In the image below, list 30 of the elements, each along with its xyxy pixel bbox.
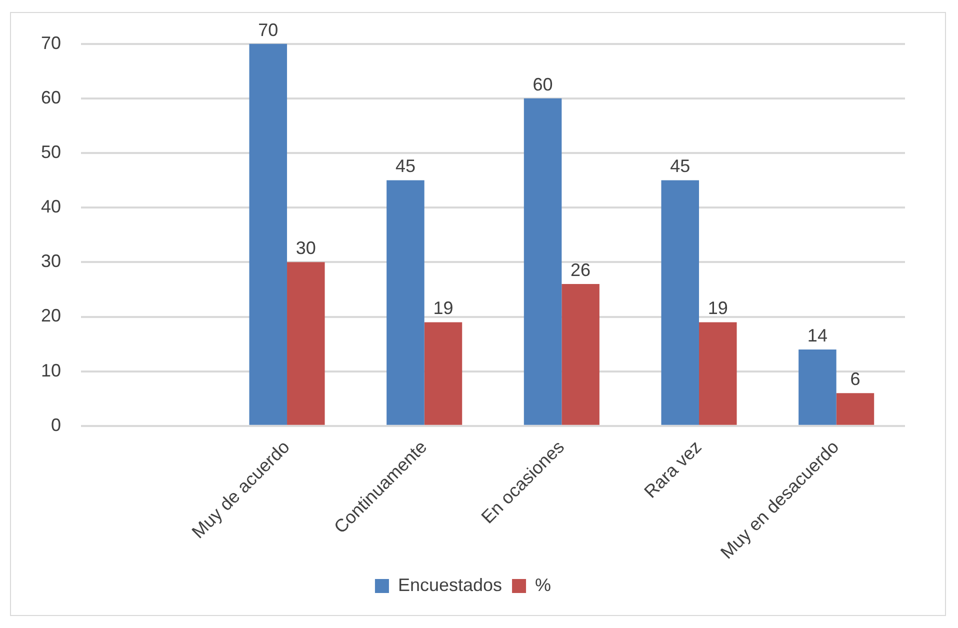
- y-tick-label: 40: [40, 196, 62, 217]
- y-tick-label: 70: [40, 32, 62, 53]
- legend-label: %: [535, 574, 552, 595]
- data-label: 45: [395, 156, 416, 176]
- bar: [524, 98, 562, 425]
- data-label: 14: [807, 325, 828, 346]
- y-tick-label: 30: [40, 251, 62, 272]
- bar: [386, 180, 424, 425]
- y-tick-label: 50: [40, 142, 62, 162]
- data-label: 45: [670, 156, 690, 176]
- y-tick-label: 10: [40, 360, 62, 380]
- y-tick-label: 20: [40, 306, 62, 326]
- data-label: 70: [258, 20, 278, 40]
- bar: [661, 180, 700, 425]
- data-label: 19: [433, 298, 454, 318]
- data-label: 6: [850, 369, 860, 390]
- bar: [798, 350, 836, 425]
- data-label: 26: [570, 260, 591, 280]
- data-label: 60: [532, 74, 553, 94]
- bar: [699, 322, 737, 425]
- data-label: 30: [296, 238, 316, 258]
- bar: [836, 393, 874, 425]
- y-tick-label: 0: [51, 414, 62, 435]
- bar: [249, 44, 288, 425]
- data-label: 19: [708, 298, 728, 318]
- bar: [562, 284, 600, 425]
- y-tick-label: 60: [40, 87, 62, 108]
- bar: [424, 322, 462, 425]
- bar: [287, 262, 325, 425]
- legend-label: Encuestados: [398, 574, 502, 595]
